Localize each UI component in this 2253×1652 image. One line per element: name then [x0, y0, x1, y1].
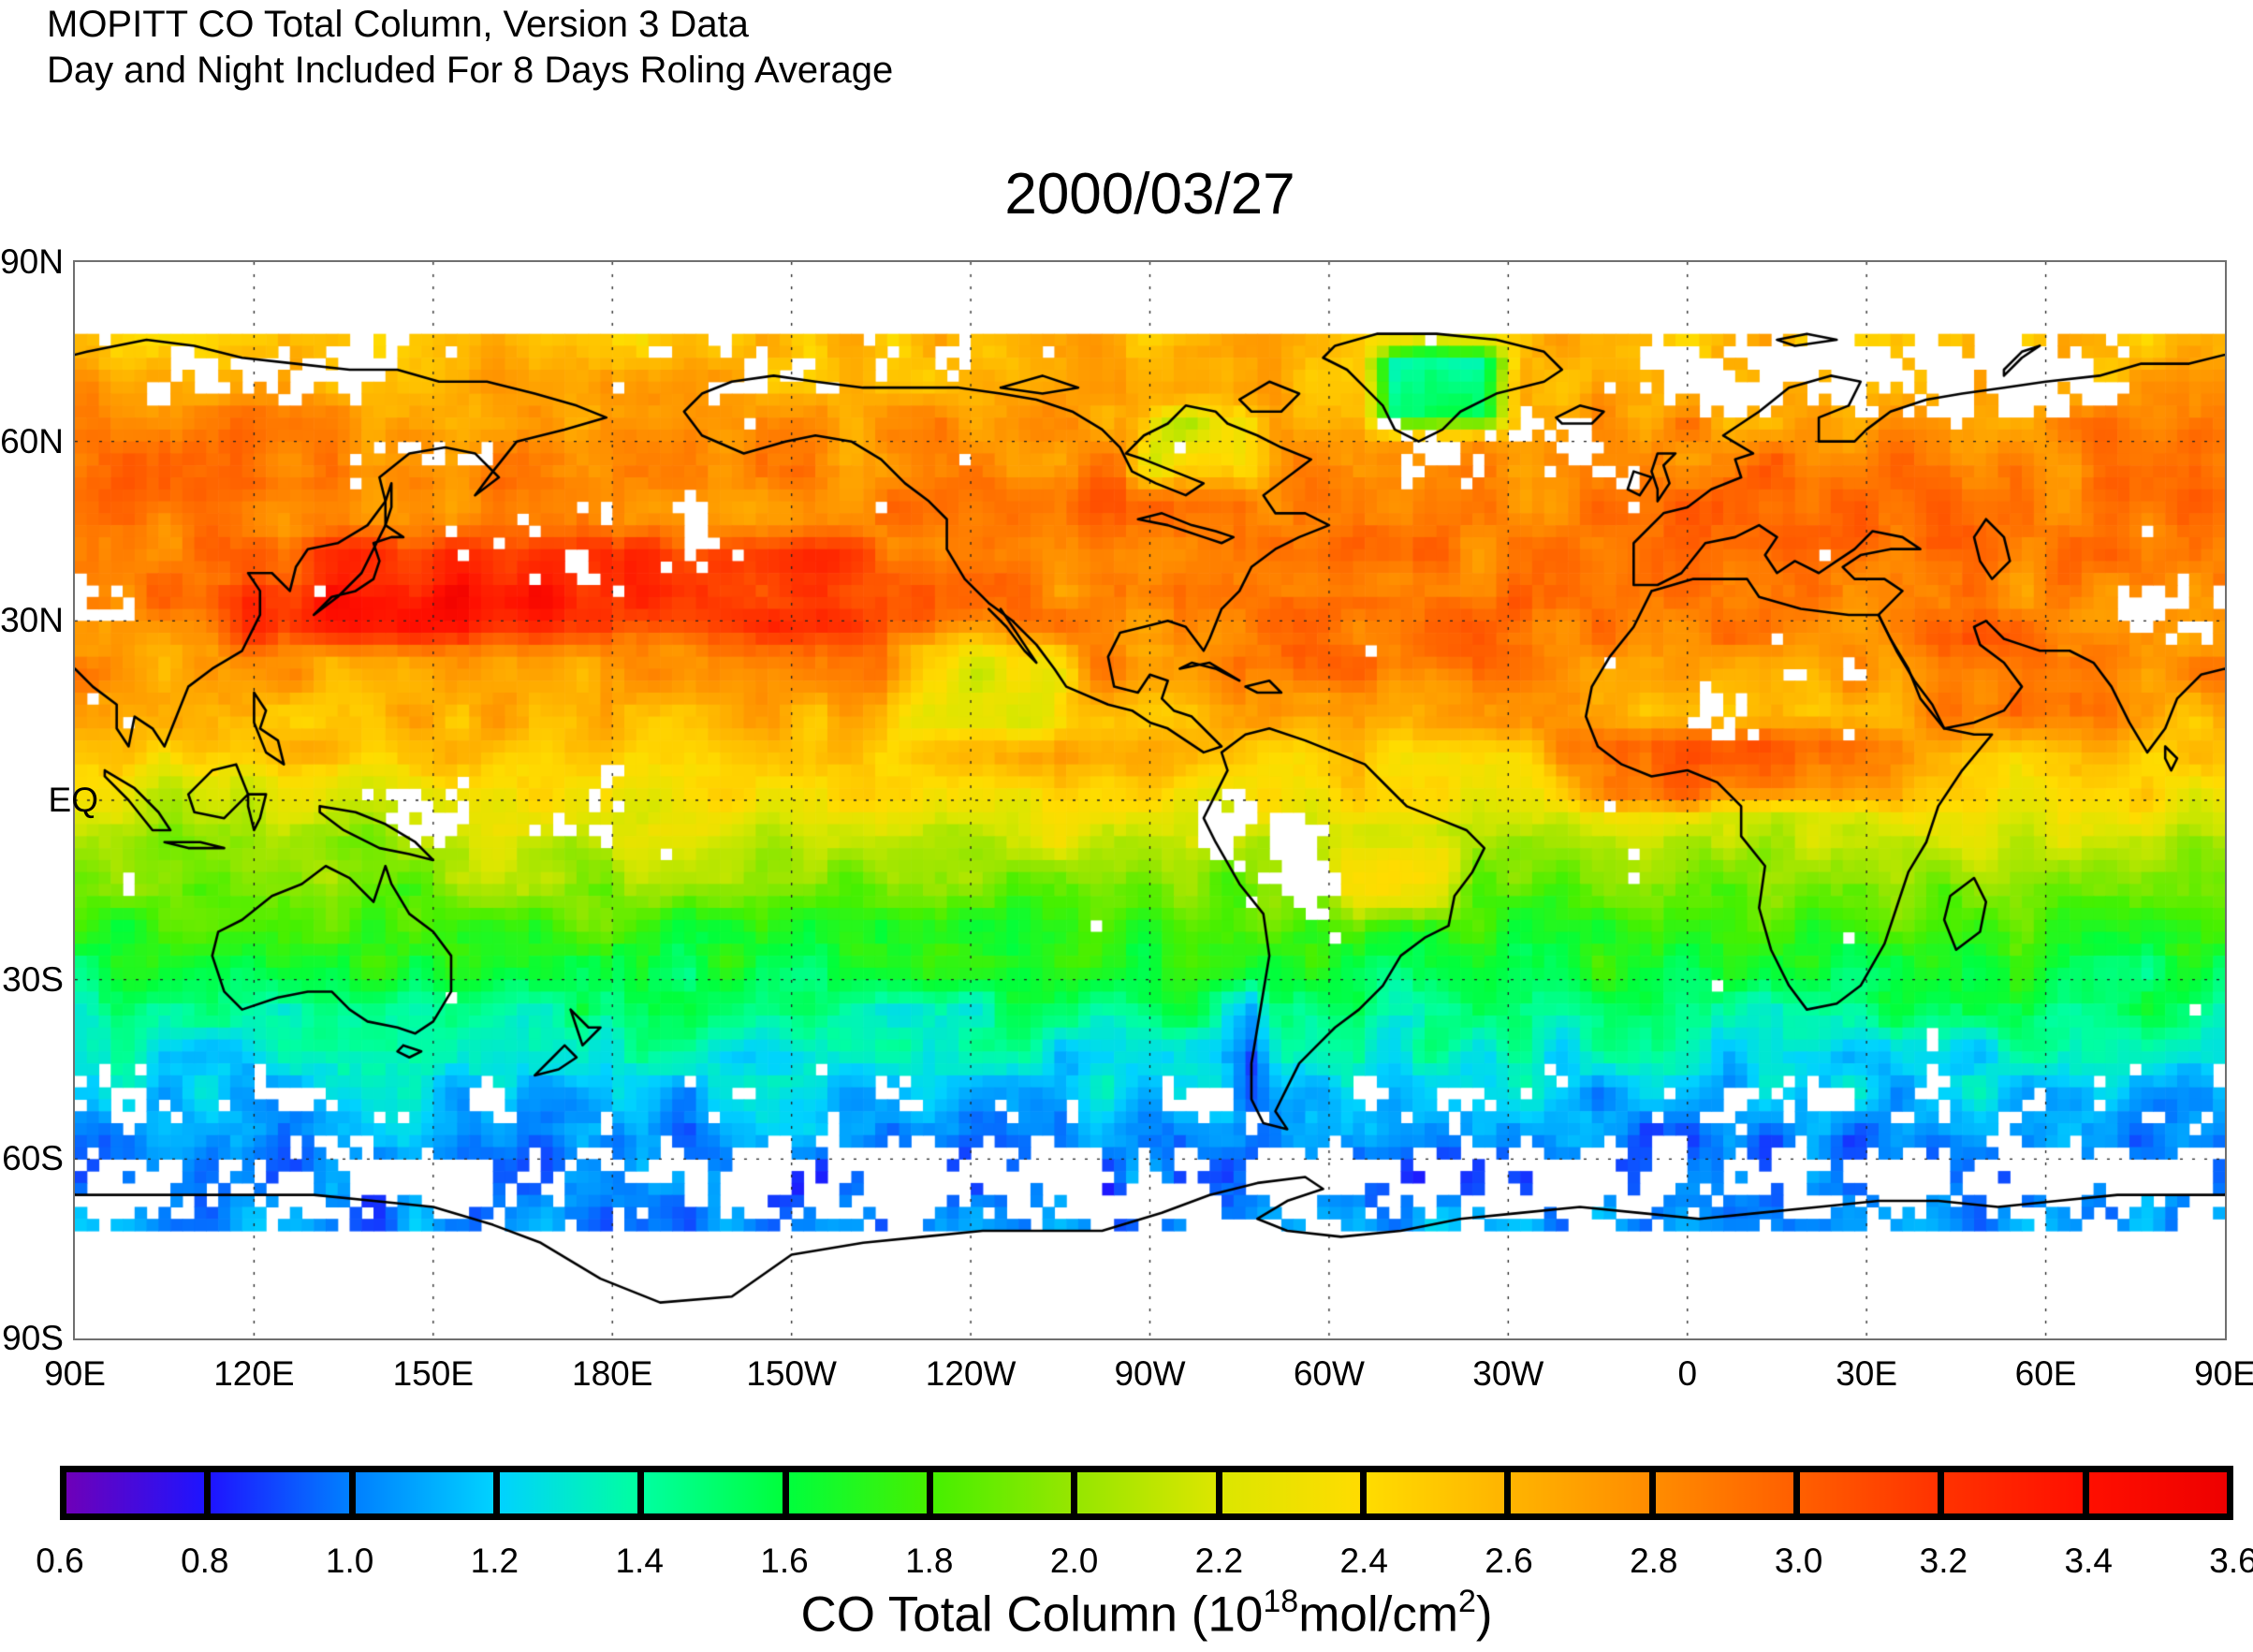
colorbar-tick-label-3.2: 3.2 [1919, 1542, 1968, 1580]
lat-tick-label-90N: 90N [0, 242, 64, 281]
colorbar-segment-1.6 [788, 1472, 927, 1513]
colorbar-segment-3.4 [2088, 1472, 2227, 1513]
colorbar-tick-label-1.8: 1.8 [905, 1542, 954, 1580]
colorbar-segment-2.6 [1511, 1472, 1649, 1513]
colorbar-segment-2.0 [1077, 1472, 1216, 1513]
colorbar-segment-0.8 [211, 1472, 349, 1513]
map-date-title: 2000/03/27 [1004, 162, 1295, 227]
lon-tick-label-150W-4: 150W [746, 1354, 837, 1393]
colorbar-tick-label-0.6: 0.6 [36, 1542, 84, 1580]
plot-header: MOPITT CO Total Column, Version 3 Data D… [47, 2, 893, 94]
colorbar-tick-label-2.0: 2.0 [1049, 1542, 1099, 1580]
colorbar-title-exponent2: 2 [1457, 1584, 1476, 1619]
lat-tick-label-30S: 30S [2, 959, 64, 999]
lat-tick-label-60S: 60S [2, 1139, 64, 1178]
lon-tick-label-150E-2: 150E [392, 1354, 475, 1393]
colorbar-segment-3.0 [1799, 1472, 1938, 1513]
lon-tick-label-180E-3: 180E [572, 1354, 653, 1393]
co-total-column-heatmap [73, 260, 2227, 1340]
colorbar-tick-label-2.6: 2.6 [1485, 1542, 1533, 1580]
lon-tick-label-60W-7: 60W [1293, 1354, 1365, 1393]
colorbar-tick-label-2.4: 2.4 [1339, 1542, 1388, 1580]
colorbar-segment-2.4 [1366, 1472, 1505, 1513]
plot-title-line1: MOPITT CO Total Column, Version 3 Data [47, 4, 749, 45]
colorbar-title: CO Total Column (1018mol/cm2) [60, 1584, 2233, 1644]
colorbar-tick-label-1.6: 1.6 [760, 1542, 809, 1580]
colorbar-tick-label-1.4: 1.4 [615, 1542, 664, 1580]
lat-tick-label-EQ: EQ [48, 781, 98, 819]
colorbar-title-prefix: CO Total Column (10 [800, 1586, 1264, 1643]
lon-tick-label-90E-12: 90E [2194, 1354, 2253, 1393]
colorbar-segment-1.8 [932, 1472, 1072, 1513]
colorbar-segment-1.0 [355, 1472, 493, 1513]
colorbar-title-units: mol/cm [1298, 1586, 1458, 1643]
colorbar-tick-label-3.6: 3.6 [2209, 1542, 2253, 1580]
colorbar-tick-label-2.2: 2.2 [1194, 1542, 1244, 1580]
colorbar-title-exponent: 18 [1263, 1584, 1299, 1619]
colorbar-segment-2.8 [1655, 1472, 1793, 1513]
lon-tick-label-30E-10: 30E [1836, 1354, 1898, 1393]
lat-tick-label-90S: 90S [2, 1319, 64, 1357]
colorbar-segment-0.6 [66, 1472, 205, 1513]
colorbar-segment-1.4 [644, 1472, 783, 1513]
colorbar-tick-label-2.8: 2.8 [1630, 1542, 1678, 1580]
lon-tick-label-60E-11: 60E [2014, 1354, 2077, 1393]
colorbar-segment-2.2 [1222, 1472, 1360, 1513]
colorbar-tick-label-3.4: 3.4 [2064, 1542, 2113, 1580]
colorbar-tick-label-1.0: 1.0 [325, 1542, 374, 1580]
colorbar-segment-1.2 [499, 1472, 638, 1513]
lat-tick-label-60N: 60N [0, 421, 64, 461]
lon-tick-label-120W-5: 120W [925, 1354, 1017, 1393]
colorbar-tick-label-1.2: 1.2 [470, 1542, 519, 1580]
colorbar-segment-3.2 [1944, 1472, 2083, 1513]
colorbar-tick-label-3.0: 3.0 [1774, 1542, 1823, 1580]
lon-tick-label-30W-8: 30W [1472, 1354, 1544, 1393]
colorbar [60, 1466, 2233, 1520]
lon-tick-label-90W-6: 90W [1114, 1354, 1186, 1393]
lon-tick-label-90E-0: 90E [44, 1354, 106, 1393]
plot-title-line2: Day and Night Included For 8 Days Roling… [47, 50, 894, 91]
lat-tick-label-30N: 30N [0, 601, 64, 640]
lon-tick-label-120E-1: 120E [213, 1354, 295, 1393]
lon-tick-label-0-9: 0 [1677, 1354, 1698, 1393]
colorbar-tick-label-0.8: 0.8 [181, 1542, 229, 1580]
colorbar-title-suffix: ) [1475, 1586, 1493, 1643]
